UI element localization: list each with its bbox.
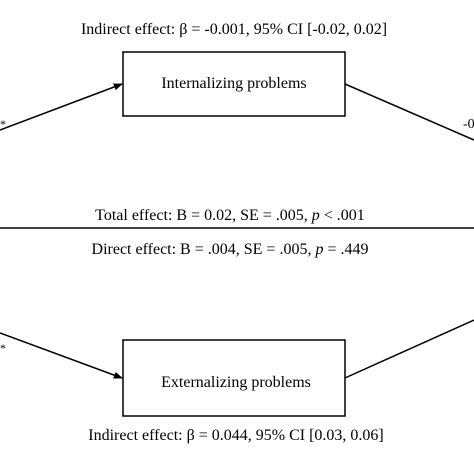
internalizing-indirect-effect: Indirect effect: β = -0.001, 95% CI [-0.…: [81, 21, 387, 38]
path-a-externalizing-fragment: *: [0, 341, 6, 355]
direct-effect-prefix: Direct effect: B = .004, SE = .005,: [92, 241, 316, 258]
internalizing-problems-label: Internalizing problems: [161, 75, 306, 92]
direct-effect-p-symbol: p: [314, 241, 323, 258]
internalizing-problems-box: [122, 51, 346, 117]
path-a-externalizing-arrow: [0, 332, 123, 379]
path-b-internalizing-fragment: -0: [463, 117, 474, 132]
direct-effect-label: Direct effect: B = .004, SE = .005, p = …: [92, 241, 369, 258]
total-effect-label: Total effect: B = 0.02, SE = .005, p < .…: [95, 207, 365, 224]
path-a-internalizing-arrow: [0, 83, 123, 131]
externalizing-problems-label: Externalizing problems: [161, 374, 311, 391]
externalizing-problems-box: [122, 339, 346, 417]
path-a-internalizing-fragment: *: [0, 117, 6, 131]
path-b-internalizing-line: [344, 83, 474, 141]
total-effect-suffix: < .001: [320, 207, 365, 224]
externalizing-indirect-effect: Indirect effect: β = 0.044, 95% CI [0.03…: [88, 427, 383, 444]
total-effect-p-symbol: p: [311, 207, 320, 224]
total-effect-prefix: Total effect: B = 0.02, SE = .005,: [95, 207, 312, 224]
direct-effect-suffix: = .449: [323, 241, 368, 258]
path-b-externalizing-line: [344, 319, 474, 379]
